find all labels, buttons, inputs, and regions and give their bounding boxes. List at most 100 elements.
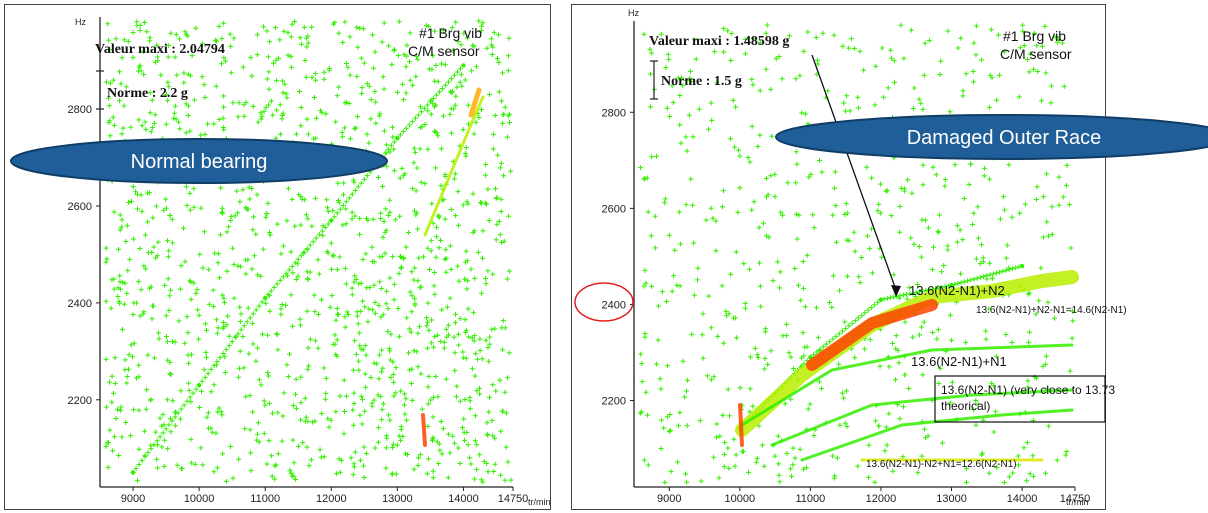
series-point xyxy=(307,242,313,248)
series-point-anchor xyxy=(263,295,268,301)
series-point xyxy=(1009,266,1015,272)
series-point xyxy=(349,191,355,197)
series-point xyxy=(891,294,897,300)
scatter-points-group xyxy=(103,18,514,485)
series-point xyxy=(364,173,370,179)
norm-scale-bar xyxy=(96,70,104,110)
series-point xyxy=(955,280,961,286)
x-tick-label: 13000 xyxy=(382,493,413,505)
series-point xyxy=(133,466,139,471)
series-point xyxy=(852,318,858,324)
series-point xyxy=(900,292,906,298)
series-point xyxy=(849,320,855,326)
series-point xyxy=(163,426,169,432)
series-point xyxy=(843,325,849,331)
series-point xyxy=(217,354,223,360)
sensor-label-line1: #1 Brg vib xyxy=(1003,28,1066,44)
callout-oval-damaged: Damaged Outer Race xyxy=(775,114,1208,160)
series-point xyxy=(814,349,820,355)
annotation-box xyxy=(934,375,1106,423)
annotation-13-6-line2: theorical) xyxy=(941,399,990,413)
annotation-14-6: 13.6(N2-N1)+N2-N1=14.6(N2-N1) xyxy=(976,305,1127,316)
series-point xyxy=(325,221,331,227)
callout-oval-normal: Normal bearing xyxy=(10,138,388,184)
series-point xyxy=(340,203,346,209)
series-point xyxy=(268,288,274,294)
series-point xyxy=(187,394,193,400)
series-point xyxy=(897,293,903,299)
series-point xyxy=(253,307,259,313)
norm-scale-bar xyxy=(650,60,658,100)
x-tick-label: 14000 xyxy=(1007,493,1038,505)
series-point xyxy=(358,180,364,186)
series-point xyxy=(295,256,301,262)
max-value-label: Valeur maxi : 1.48598 g xyxy=(649,34,789,49)
series-point xyxy=(406,122,412,128)
annotation-12-6: 13.6(N2-N1)-N2+N1=12.6(N2-N1) xyxy=(866,459,1017,470)
series-point xyxy=(968,277,974,283)
series-point xyxy=(193,386,199,392)
series-point xyxy=(172,414,178,420)
hot-band xyxy=(421,413,427,447)
series-point xyxy=(965,278,971,284)
series-point xyxy=(910,290,916,296)
series-point xyxy=(448,76,454,82)
series-point xyxy=(202,374,208,380)
series-point-anchor xyxy=(878,297,884,302)
series-point xyxy=(313,235,319,241)
series-point xyxy=(136,462,142,468)
arrow-max-to-annotation xyxy=(811,54,901,297)
series-point xyxy=(939,284,945,290)
series-point xyxy=(830,336,836,342)
series-point xyxy=(274,281,280,287)
series-point xyxy=(166,422,172,428)
series-point xyxy=(409,119,415,125)
series-point xyxy=(301,249,307,255)
series-point xyxy=(175,410,181,416)
series-point-anchor xyxy=(130,470,136,475)
series-point xyxy=(872,302,878,308)
harmonic-band xyxy=(740,343,1074,427)
x-tick-label: 11000 xyxy=(250,493,280,505)
series-point xyxy=(451,72,457,78)
x-tick-label: 12000 xyxy=(316,493,347,505)
series-point xyxy=(974,275,980,281)
y-tick-label: 2200 xyxy=(602,396,626,408)
x-tick-label: 14750 xyxy=(1060,493,1091,505)
series-point xyxy=(247,315,253,321)
series-point xyxy=(214,358,220,364)
series-point xyxy=(355,184,361,190)
series-point-anchor xyxy=(461,63,466,68)
x-tick-label: 12000 xyxy=(866,493,897,505)
max-value-label: Valeur maxi : 2.04794 xyxy=(95,42,225,57)
series-point xyxy=(181,402,187,408)
y-tick-label: 2400 xyxy=(602,299,626,311)
series-point xyxy=(904,291,910,297)
y-tick-label: 2800 xyxy=(602,107,626,119)
hot-band xyxy=(738,403,744,447)
x-tick-label: 9000 xyxy=(657,493,681,505)
y-tick-label: 2600 xyxy=(68,201,92,213)
harmonic-band xyxy=(800,408,1074,462)
series-point xyxy=(990,271,996,277)
series-point xyxy=(271,284,277,290)
series-point xyxy=(958,280,964,286)
series-point xyxy=(457,66,463,72)
series-point xyxy=(412,115,418,121)
sensor-label-line2: C/M sensor xyxy=(408,43,480,59)
harmonic-band xyxy=(770,388,1074,447)
norm-label: Norme : 2.2 g xyxy=(107,86,188,101)
series-point xyxy=(920,288,926,294)
y-tick-label: 2800 xyxy=(68,104,92,116)
series-point xyxy=(907,291,913,297)
hot-band xyxy=(468,87,482,118)
series-point xyxy=(178,406,184,412)
x-tick-label: 14000 xyxy=(448,493,479,505)
series-point xyxy=(862,310,868,316)
series-point xyxy=(286,267,292,273)
x-tick-label: 9000 xyxy=(121,493,145,505)
series-point xyxy=(993,270,999,276)
series-point xyxy=(256,303,262,309)
series-point xyxy=(190,390,196,396)
series-point xyxy=(961,279,967,285)
